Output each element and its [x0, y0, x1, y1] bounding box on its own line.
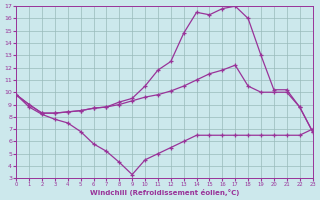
X-axis label: Windchill (Refroidissement éolien,°C): Windchill (Refroidissement éolien,°C) [90, 189, 239, 196]
